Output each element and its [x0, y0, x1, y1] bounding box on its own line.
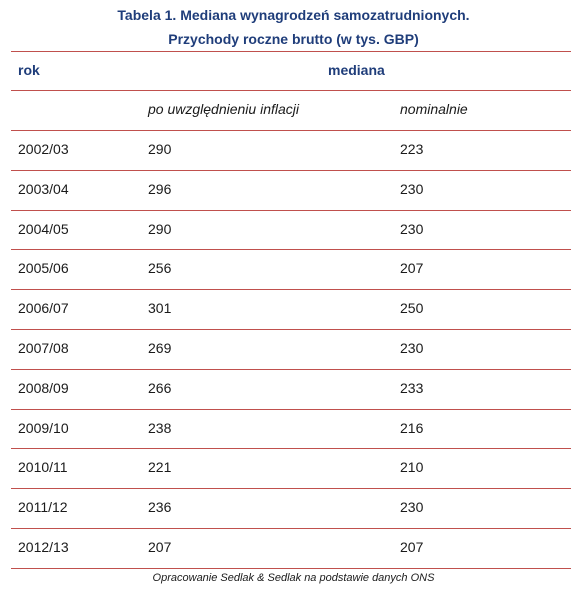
- cell-year: 2004/05: [18, 221, 69, 237]
- subheader-real: po uwzględnieniu inflacji: [148, 101, 299, 117]
- cell-nominal: 230: [400, 221, 424, 237]
- cell-year: 2007/08: [18, 340, 69, 356]
- cell-year: 2011/12: [18, 499, 68, 515]
- cell-nominal: 230: [400, 181, 424, 197]
- cell-real: 221: [148, 459, 172, 475]
- header-year: rok: [18, 62, 40, 78]
- cell-nominal: 230: [400, 499, 424, 515]
- cell-year: 2009/10: [18, 420, 69, 436]
- cell-nominal: 207: [400, 260, 424, 276]
- cell-nominal: 233: [400, 380, 424, 396]
- cell-year: 2002/03: [18, 141, 69, 157]
- row-rule: [11, 329, 571, 330]
- row-rule: [11, 170, 571, 171]
- row-rule: [11, 369, 571, 370]
- table-title-line2: Przychody roczne brutto (w tys. GBP): [168, 31, 419, 47]
- cell-real: 290: [148, 221, 172, 237]
- rule-header: [11, 90, 571, 91]
- rule-top: [11, 51, 571, 52]
- cell-year: 2006/07: [18, 300, 69, 316]
- cell-real: 269: [148, 340, 172, 356]
- subheader-nominal: nominalnie: [400, 101, 468, 117]
- rule-subheader: [11, 130, 571, 131]
- row-rule: [11, 448, 571, 449]
- row-rule: [11, 488, 571, 489]
- source-note: Opracowanie Sedlak & Sedlak na podstawie…: [152, 572, 435, 584]
- cell-year: 2003/04: [18, 181, 69, 197]
- cell-nominal: 210: [400, 459, 424, 475]
- cell-real: 238: [148, 420, 172, 436]
- cell-real: 290: [148, 141, 172, 157]
- cell-real: 296: [148, 181, 172, 197]
- cell-year: 2005/06: [18, 260, 69, 276]
- table-title-line1: Tabela 1. Mediana wynagrodzeń samozatrud…: [117, 7, 470, 23]
- cell-nominal: 223: [400, 141, 424, 157]
- cell-year: 2008/09: [18, 380, 69, 396]
- row-rule: [11, 249, 571, 250]
- cell-year: 2010/11: [18, 459, 68, 475]
- cell-real: 301: [148, 300, 172, 316]
- cell-real: 207: [148, 539, 172, 555]
- row-rule: [11, 210, 571, 211]
- cell-real: 256: [148, 260, 172, 276]
- row-rule: [11, 528, 571, 529]
- cell-real: 236: [148, 499, 172, 515]
- cell-nominal: 207: [400, 539, 424, 555]
- row-rule: [11, 289, 571, 290]
- cell-nominal: 216: [400, 420, 424, 436]
- row-rule: [11, 409, 571, 410]
- cell-nominal: 250: [400, 300, 424, 316]
- row-rule: [11, 568, 571, 569]
- header-median: mediana: [328, 62, 385, 78]
- cell-nominal: 230: [400, 340, 424, 356]
- cell-real: 266: [148, 380, 172, 396]
- cell-year: 2012/13: [18, 539, 69, 555]
